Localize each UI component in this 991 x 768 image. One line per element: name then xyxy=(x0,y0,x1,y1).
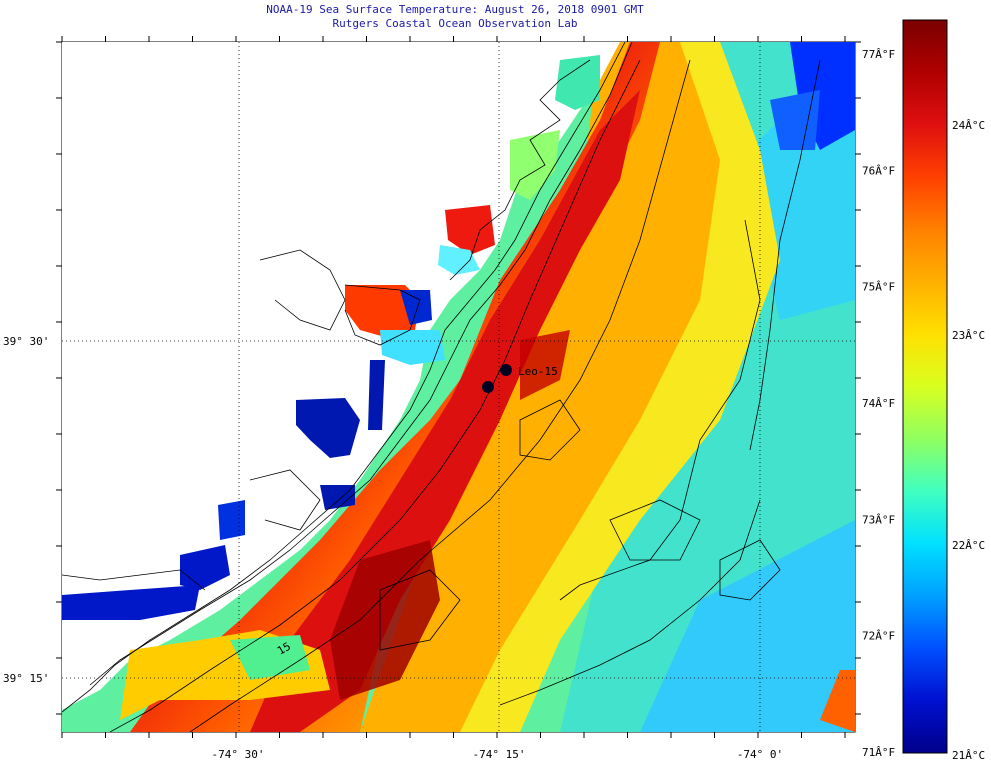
celsius-label: 22Â°C xyxy=(952,539,985,552)
fahrenheit-scale: 77Â°F 76Â°F 75Â°F 74Â°F 73Â°F 72Â°F 71Â°F xyxy=(862,48,895,759)
celsius-scale: 24Â°C 23Â°C 22Â°C 21Â°C xyxy=(952,119,985,762)
celsius-label: 23Â°C xyxy=(952,329,985,342)
lat-label: 39° 15' xyxy=(3,672,49,685)
map-title: NOAA-19 Sea Surface Temperature: August … xyxy=(266,3,644,16)
fahrenheit-label: 77Â°F xyxy=(862,48,895,61)
sst-field xyxy=(62,42,855,732)
coastline xyxy=(62,42,633,713)
fahrenheit-label: 72Â°F xyxy=(862,630,895,643)
isobaths xyxy=(109,59,821,732)
colorbar xyxy=(902,19,948,754)
fahrenheit-label: 75Â°F xyxy=(862,281,895,294)
station-marker[interactable] xyxy=(500,364,512,376)
fahrenheit-label: 71Â°F xyxy=(862,746,895,759)
fahrenheit-label: 76Â°F xyxy=(862,164,895,177)
celsius-label: 21Â°C xyxy=(952,749,985,762)
celsius-label: 24Â°C xyxy=(952,119,985,132)
station-marker[interactable] xyxy=(482,381,494,393)
map-subtitle: Rutgers Coastal Ocean Observation Lab xyxy=(332,17,578,30)
isobath-label: 15 xyxy=(275,640,293,658)
lon-label: -74° 15' xyxy=(473,748,526,761)
lon-label: -74° 0' xyxy=(737,748,783,761)
lat-label: 39° 30' xyxy=(3,335,49,348)
lon-label: -74° 30' xyxy=(212,748,265,761)
axis-ticks xyxy=(56,36,861,738)
fahrenheit-label: 74Â°F xyxy=(862,397,895,410)
graticule xyxy=(62,42,855,732)
station-label: Leo-15 xyxy=(518,365,558,378)
fahrenheit-label: 73Â°F xyxy=(862,513,895,526)
